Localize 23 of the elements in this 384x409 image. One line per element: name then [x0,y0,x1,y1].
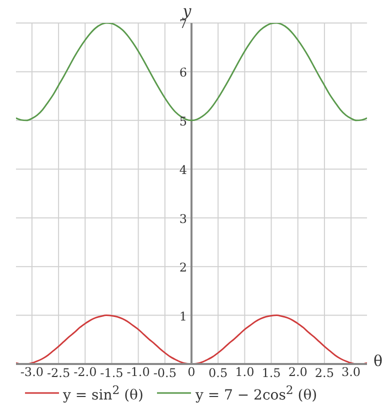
legend-label: y = 7 − 2cos$^{2}$ (θ) [195,383,318,404]
x2-tick-label: -0.5 [153,366,176,380]
x-tick-label: -3.0 [20,365,44,379]
x-tick-label: -1.0 [126,365,150,379]
y-tick-label: 3 [179,212,187,226]
x2-tick-label: 0.5 [208,366,228,380]
x-axis-title: θ [373,352,383,370]
x-tick-label: 1.0 [235,365,254,379]
x-tick-label: 0 [188,365,196,379]
y-axis-title: y [182,2,192,20]
x-tick-label: 2.0 [288,365,308,379]
x2-tick-label: -2.5 [46,366,70,380]
y-tick-label: 1 [179,309,187,324]
y-tick-label: 4 [179,163,188,178]
y-tick-label: 6 [179,66,187,80]
x2-tick-label: 1.5 [262,366,281,380]
x2-tick-label: 2.5 [314,366,334,380]
y-tick-label: 5 [179,114,187,128]
x2-tick-label: -1.5 [100,366,124,380]
y-tick-label: 2 [179,260,187,275]
x-tick-label: 3.0 [342,365,361,379]
legend-label: y = sin$^{2}$ (θ) [63,383,144,404]
x-tick-label: -2.0 [74,365,97,379]
